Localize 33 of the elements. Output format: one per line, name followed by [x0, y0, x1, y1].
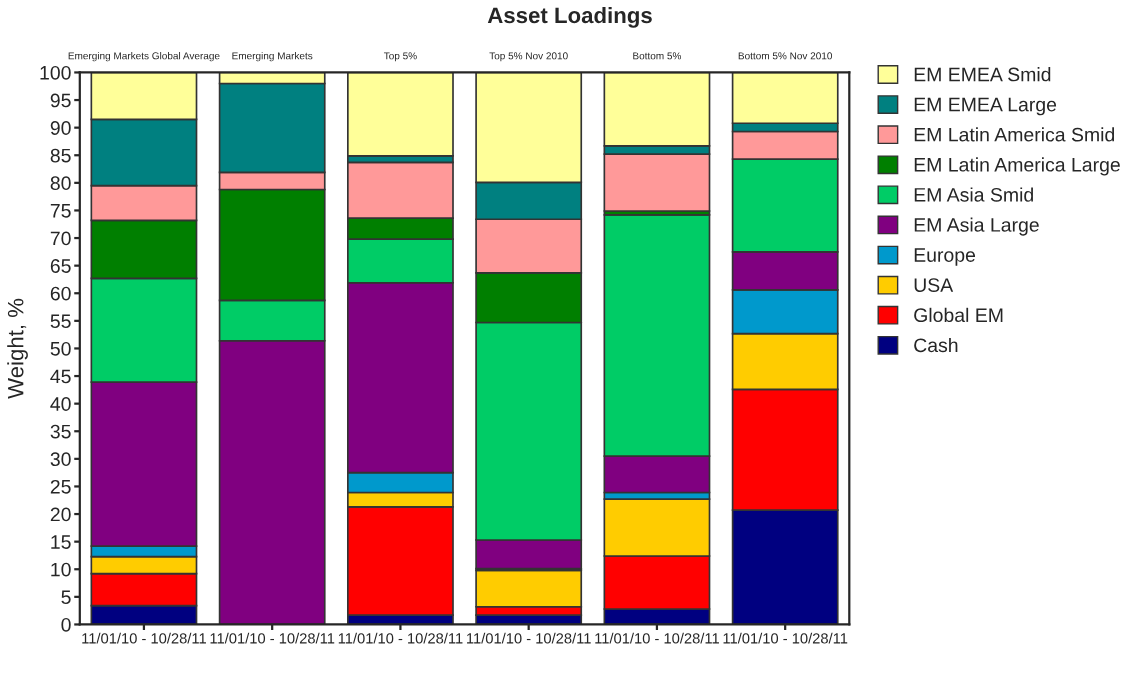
- y-tick-label: 80: [50, 176, 71, 191]
- y-tick-label: 45: [50, 369, 71, 384]
- y-tick-label: 30: [50, 452, 71, 467]
- y-tick-label: 90: [50, 121, 71, 135]
- legend-label: EM EMEA Smid: [914, 67, 1051, 82]
- y-tick-label: 50: [50, 341, 71, 356]
- legend-label: USA: [914, 278, 954, 292]
- legend-label: Europe: [914, 248, 976, 266]
- legend-label: EM Latin America Smid: [914, 127, 1115, 142]
- legend-label: Cash: [914, 337, 958, 353]
- y-tick-label: 20: [50, 507, 71, 522]
- y-tick-label: 65: [50, 259, 71, 273]
- legend-label: EM Latin America Large: [914, 157, 1120, 176]
- y-tick-label: 95: [50, 93, 71, 108]
- legend-label: EM Asia Large: [914, 217, 1039, 236]
- y-tick-label: 75: [50, 204, 71, 218]
- y-tick-label: 60: [50, 286, 71, 301]
- y-tick-label: 100: [40, 65, 71, 80]
- y-tick-label: 55: [50, 314, 71, 329]
- y-tick-label: 40: [50, 397, 71, 411]
- y-tick-label: 25: [50, 479, 71, 494]
- legend-label: Global EM: [914, 307, 1003, 323]
- y-tick-label: 10: [51, 562, 71, 577]
- y-tick-label: 5: [61, 590, 71, 605]
- legend-label: EM EMEA Large: [914, 97, 1057, 116]
- chart-title: Asset Loadings: [487, 6, 652, 28]
- legend-label: EM Asia Smid: [914, 187, 1033, 202]
- y-tick-label: 0: [61, 617, 71, 632]
- y-axis-title: Weight, %: [7, 298, 28, 399]
- y-tick-label: 15: [51, 535, 71, 549]
- y-tick-label: 70: [50, 231, 71, 246]
- y-tick-label: 85: [50, 148, 71, 163]
- y-tick-label: 35: [50, 424, 71, 439]
